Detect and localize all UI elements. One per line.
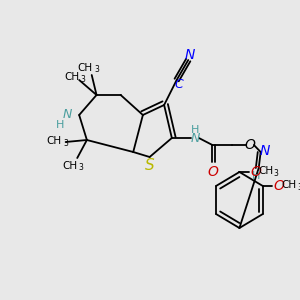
Text: CH: CH (46, 136, 62, 146)
Text: H: H (252, 171, 260, 181)
Text: N: N (190, 131, 200, 145)
Text: N: N (259, 144, 270, 158)
Text: CH: CH (64, 72, 79, 82)
Text: 3: 3 (63, 139, 68, 148)
Text: N: N (185, 48, 195, 62)
Text: 3: 3 (274, 169, 278, 178)
Text: O: O (244, 138, 256, 152)
Text: S: S (145, 158, 154, 172)
Text: 3: 3 (81, 74, 85, 83)
Text: CH: CH (77, 63, 92, 73)
Text: CH: CH (62, 161, 77, 171)
Text: H: H (191, 125, 199, 135)
Text: H: H (56, 120, 64, 130)
Text: 3: 3 (79, 164, 83, 172)
Text: O: O (274, 179, 285, 193)
Text: O: O (250, 165, 261, 179)
Text: O: O (207, 165, 218, 179)
Text: N: N (63, 109, 72, 122)
Text: C: C (174, 77, 183, 91)
Text: 3: 3 (94, 65, 99, 74)
Text: 3: 3 (297, 182, 300, 191)
Text: CH: CH (281, 180, 296, 190)
Text: CH: CH (258, 166, 273, 176)
